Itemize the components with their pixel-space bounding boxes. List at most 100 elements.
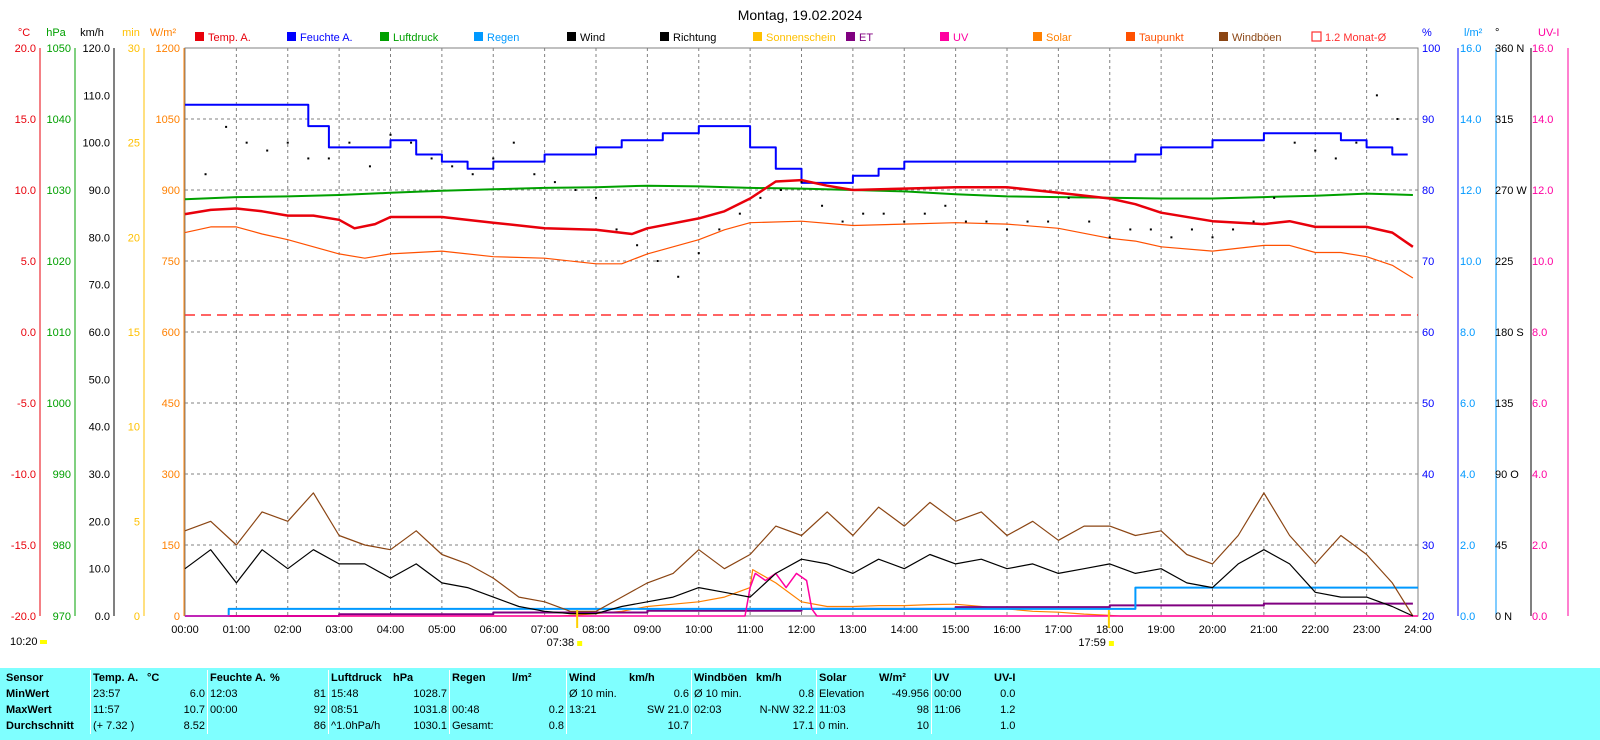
direction-point [964,220,967,223]
axis-tick-label: 100 [1422,43,1440,55]
x-tick-label: 05:00 [428,624,456,636]
legend-swatch [753,32,762,41]
axis-tick-label: 100.0 [82,138,110,150]
x-tick-label: 11:00 [737,624,764,636]
axis-tick-label: 150 [162,540,180,552]
stats-cell: 1.0 [1000,720,1016,732]
axis-tick-label: 1020 [47,256,71,268]
axis-tick-label: -5.0 [17,398,36,410]
stats-cell: Gesamt: [449,718,510,734]
axis-tick-label: 8.0 [1460,327,1475,339]
direction-point [471,173,474,176]
axis-tick-label: 60 [1422,327,1434,339]
stats-header-row: Sensor Temp. A. °C Feuchte A.% Luftdruck hPa R… [4,670,1017,686]
stats-header-label: Regen [449,670,510,686]
stats-cell: 00:00 [207,702,268,718]
direction-point [1088,220,1091,223]
direction-point [451,165,454,168]
x-axis: 00:00 01:00 02:00 03:00 04:00 05:00 06:00 07:00… [171,624,1432,636]
direction-point [636,244,639,247]
series-line-uv [185,572,1418,617]
stats-header-label: Solar [816,670,877,686]
legend-swatch [195,32,204,41]
direction-point [1293,141,1296,144]
stats-cell: 11:03 [816,702,877,718]
stats-cell [931,718,992,734]
direction-point [985,220,988,223]
axis-tick-label: 30.0 [89,469,110,481]
plot-area [184,94,1418,617]
stats-header-unit: % [270,672,280,684]
stats-cell: 1031.8 [413,704,447,716]
legend-swatch [474,32,483,41]
axis-tick-label: 360 N [1495,43,1524,55]
stats-cell: Ø 10 min. [691,686,754,702]
x-tick-label: 18:00 [1096,624,1124,636]
direction-point [862,212,865,215]
x-tick-label: 08:00 [582,624,610,636]
direction-point [1129,228,1132,231]
axis-tick-label: 10.0 [15,185,36,197]
legend-label: Feuchte A. [300,32,353,44]
axis-tick-label: 1010 [47,327,71,339]
stats-header-unit: km/h [629,672,655,684]
stats-cell [449,686,510,702]
axis-tick-label: 30 [1422,540,1434,552]
stats-cell: 0 min. [816,718,877,734]
series-line-temp-a- [184,178,1414,248]
direction-point [1232,228,1235,231]
axis-tick-label: 90 O [1495,469,1519,481]
direction-point [1026,220,1029,223]
axis-tick-label: 4.0 [1532,469,1547,481]
direction-point [718,228,721,231]
stats-cell: 86 [313,720,326,732]
direction-point [1252,220,1255,223]
axis-tick-label: -10.0 [11,469,36,481]
direction-point [1190,228,1193,231]
axis-tick-label: 900 [162,185,180,197]
stats-cell: 1.2 [1000,704,1016,716]
axis-tick-label: 40.0 [89,422,110,434]
stats-cell: 15:48 [328,686,391,702]
x-tick-label: 06:00 [479,624,507,636]
axis-tick-label: 315 [1495,114,1513,126]
axis-tick-label: 14.0 [1460,114,1481,126]
axis-tick-label: 270 W [1495,185,1527,197]
legend-swatch [1033,32,1042,41]
stats-header-label: UV [931,670,992,686]
direction-point [656,260,659,262]
stats-row-label: MaxWert [6,704,52,716]
series-line-wind [184,549,1414,617]
legend-label: Richtung [673,32,716,44]
axis-tick-label: 70.0 [89,280,110,292]
axis-tick-label: 0.0 [1460,611,1475,623]
legend-label: 1.2 Monat-Ø [1325,32,1387,44]
legend: Temp. A. Feuchte A. Luftdruck Regen Wind Rich… [195,31,1387,44]
direction-point [225,125,228,128]
direction-point [245,141,248,144]
axis-tick-label: 45 [1495,540,1507,552]
legend-swatch [380,32,389,41]
stats-header-label: Windböen [691,670,754,686]
axis-tick-label: 0.0 [21,327,36,339]
direction-point [286,141,289,144]
direction-point [307,157,310,160]
direction-point [533,173,536,176]
direction-point [1334,157,1337,160]
stats-row-label: MinWert [6,688,50,700]
axis-tick-label: 225 [1495,256,1513,268]
axis-tick-label: 2.0 [1460,540,1475,552]
direction-point [1211,236,1214,239]
stats-row: Durchschnitt (+ 7.32 ) 8.52 86 ^1.0hPa/h 1030… [4,718,1017,734]
x-tick-label: 17:00 [1045,624,1073,636]
direction-point [779,189,782,191]
legend-label: Luftdruck [393,32,439,44]
axis-tick-label: 6.0 [1460,398,1475,410]
stats-header-unit: W/m² [879,672,906,684]
axis-tick-label: 20.0 [89,516,110,528]
axis-tick-label: 8.0 [1532,327,1547,339]
stats-header-label: Wind [566,670,627,686]
stats-cell: 0.8 [548,720,564,732]
axis-tick-label: 120.0 [82,43,110,55]
direction-point [430,157,433,160]
